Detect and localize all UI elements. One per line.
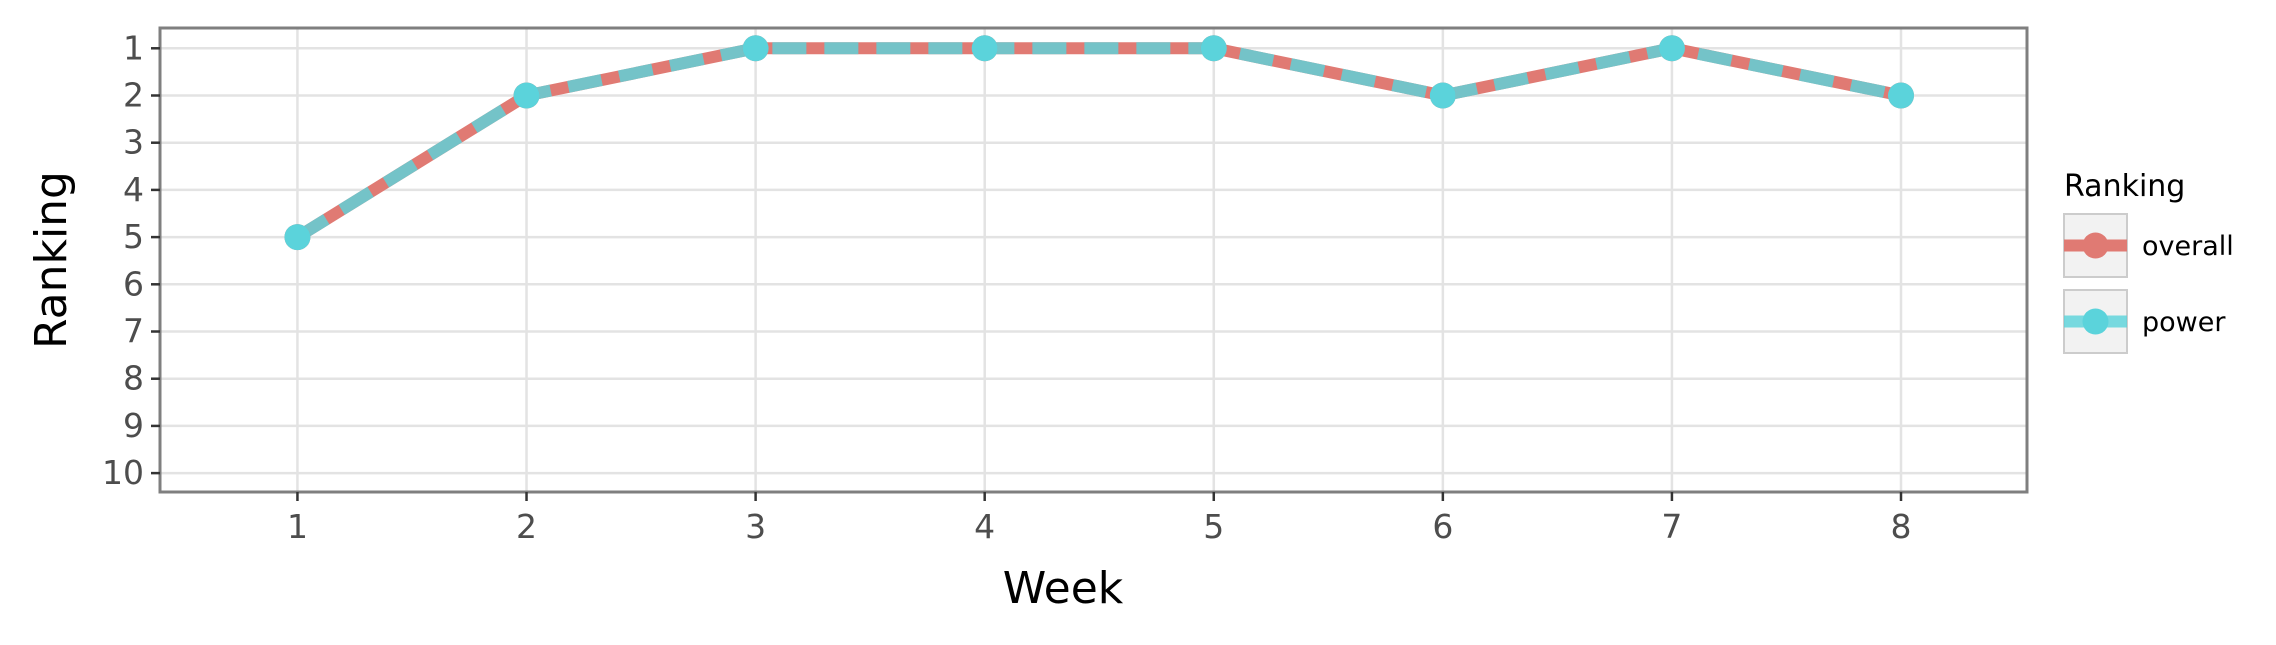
y-axis-ticks: 1 2 3 4 5 6 7 8 9 10 — [102, 28, 160, 492]
x-tick-label: 2 — [516, 507, 537, 546]
y-tick-label: 2 — [123, 75, 144, 114]
point-power — [971, 35, 998, 62]
legend-label-power: power — [2142, 307, 2226, 338]
point-power — [1200, 35, 1227, 62]
y-axis-label: Ranking — [26, 171, 77, 349]
series-lines — [294, 42, 1903, 243]
point-power — [1429, 82, 1456, 109]
x-tick-label: 3 — [745, 507, 766, 546]
x-tick-label: 7 — [1661, 507, 1682, 546]
panel-border — [158, 26, 2029, 494]
y-tick-label: 9 — [123, 406, 144, 445]
x-tick-label: 5 — [1203, 507, 1224, 546]
point-power — [284, 224, 311, 251]
y-tick-label: 10 — [102, 453, 144, 492]
panel-background — [160, 28, 2027, 492]
x-axis-ticks: 1 2 3 4 5 6 7 8 — [287, 492, 1912, 546]
legend-key-point — [2082, 232, 2109, 259]
x-tick-label: 1 — [287, 507, 308, 546]
y-tick-label: 8 — [123, 359, 144, 398]
point-power — [1658, 35, 1685, 62]
x-tick-label: 6 — [1432, 507, 1453, 546]
point-power — [1888, 82, 1915, 109]
legend-key-point — [2082, 308, 2109, 335]
y-tick-label: 5 — [123, 217, 144, 256]
legend: Ranking overall power — [2063, 169, 2234, 354]
point-power — [742, 35, 769, 62]
y-tick-label: 7 — [123, 312, 144, 351]
y-tick-label: 3 — [123, 123, 144, 162]
x-tick-label: 8 — [1891, 507, 1912, 546]
y-tick-label: 4 — [123, 170, 144, 209]
legend-label-overall: overall — [2142, 231, 2234, 262]
series-points — [284, 35, 1915, 251]
y-tick-label: 1 — [123, 28, 144, 67]
legend-title: Ranking — [2064, 169, 2185, 204]
x-tick-label: 4 — [974, 507, 995, 546]
x-axis-label: Week — [1003, 563, 1124, 614]
y-tick-label: 6 — [123, 264, 144, 303]
point-power — [513, 82, 540, 109]
series-line-power — [294, 42, 1903, 243]
